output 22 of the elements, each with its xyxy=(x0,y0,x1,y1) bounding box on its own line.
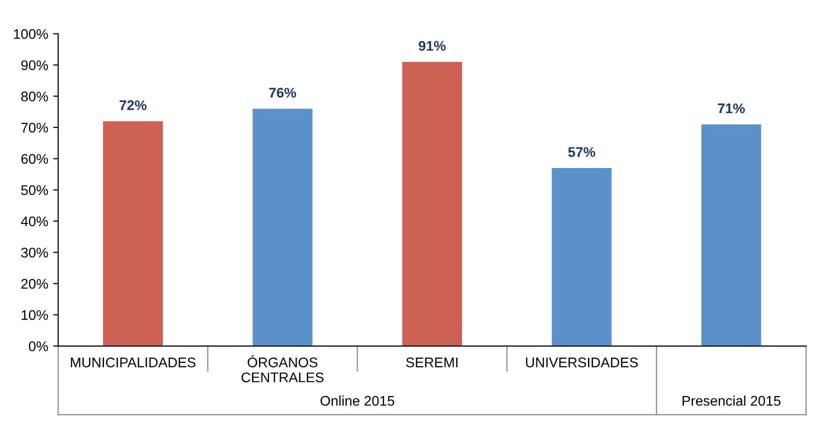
data-label: 57% xyxy=(568,147,596,157)
y-tick-label: 60% xyxy=(21,154,48,164)
x-tick-label: ÓRGANOS CENTRALES xyxy=(242,355,324,382)
y-tick-label: 70% xyxy=(21,122,48,133)
y-tick-label: 10% xyxy=(22,310,48,320)
x-tick-label: MUNICIPALIDADES xyxy=(70,358,196,368)
y-tick-label: 30% xyxy=(21,248,48,258)
data-label: 72% xyxy=(120,100,146,110)
y-tick-label: 20% xyxy=(21,278,48,289)
y-tick-label: 80% xyxy=(21,92,48,102)
y-tick-label: 90% xyxy=(21,60,48,70)
data-label: 71% xyxy=(718,103,745,114)
y-tick-label: 0% xyxy=(28,341,48,352)
y-tick-label: 100% xyxy=(14,29,48,39)
y-tick-label: 50% xyxy=(21,185,48,196)
text: Presencial 2015 xyxy=(682,396,780,406)
x-tick-label: UNIVERSIDADES xyxy=(526,358,638,368)
x-tick-label: SEREMI xyxy=(406,358,458,368)
text: Online 2015 xyxy=(320,396,394,406)
data-label: 91% xyxy=(418,40,446,51)
data-label: 76% xyxy=(269,88,296,98)
y-tick-label: 40% xyxy=(20,216,48,226)
